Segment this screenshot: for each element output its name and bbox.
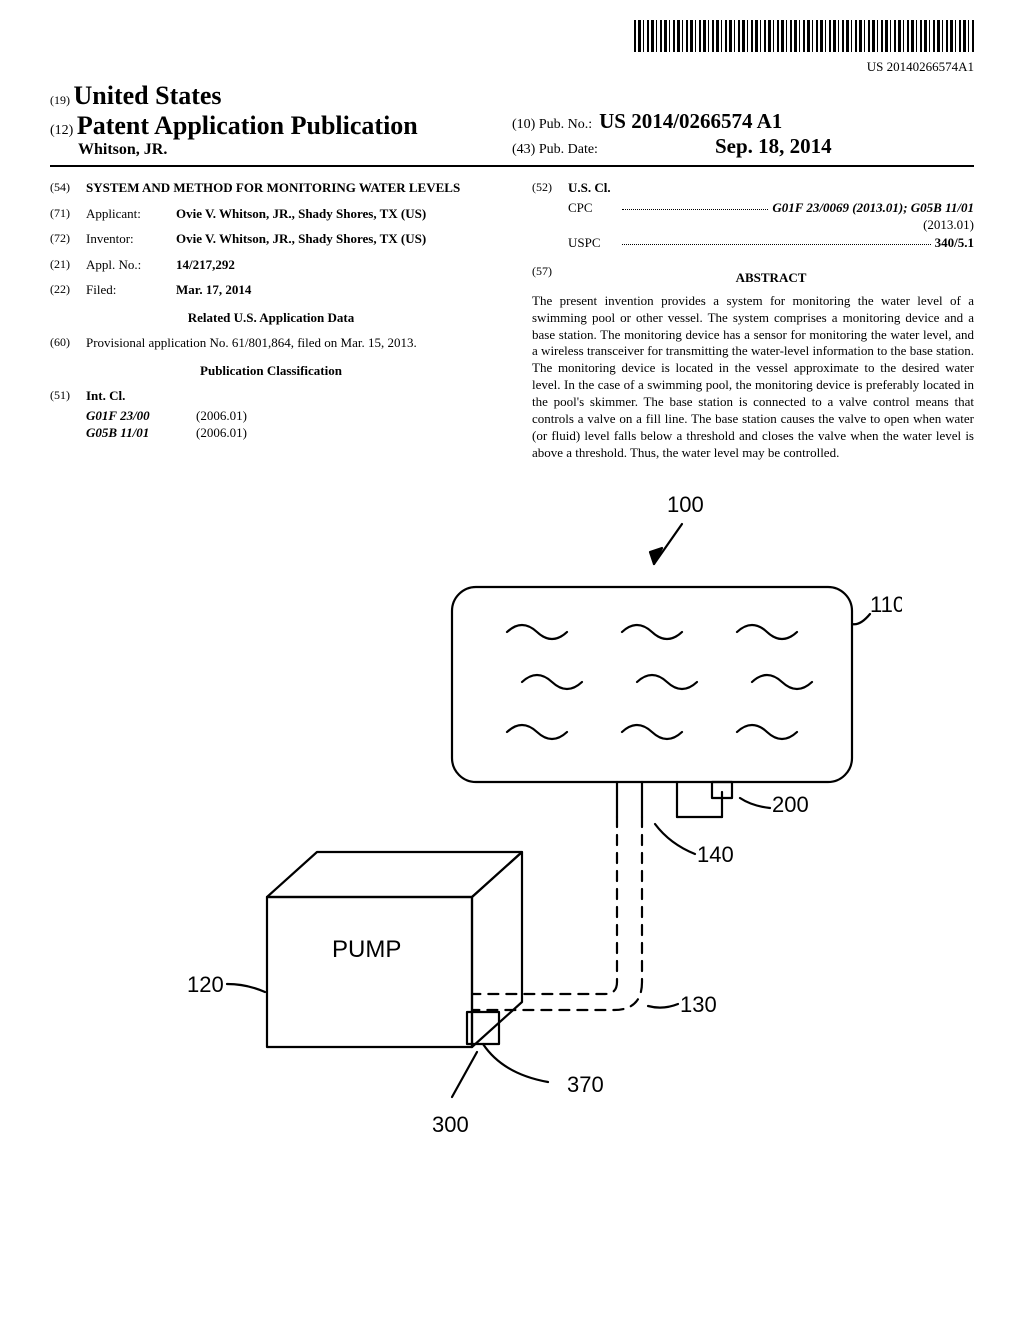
pubno-label: Pub. No.: [539, 117, 592, 132]
cpc-value-2: (2013.01) [568, 216, 974, 234]
figure-area: 100 110 200 140 [50, 482, 974, 1142]
pubno-code: (10) [512, 117, 535, 132]
inventor-value: Ovie V. Whitson, JR., Shady Shores, TX (… [176, 231, 426, 246]
abstract-text: The present invention provides a system … [532, 293, 974, 462]
applicant-code: (71) [50, 205, 86, 223]
divider [50, 165, 974, 167]
figure-svg: 100 110 200 140 [122, 482, 902, 1142]
abstract-head: ABSTRACT [568, 269, 974, 287]
filed-code: (22) [50, 281, 86, 299]
ref-130: 130 [680, 992, 717, 1017]
ref-140: 140 [697, 842, 734, 867]
uspc-value: 340/5.1 [935, 235, 974, 250]
filed-value: Mar. 17, 2014 [176, 282, 251, 297]
country-code: (19) [50, 93, 70, 107]
cpc-value: G01F 23/0069 (2013.01); G05B 11/01 [772, 200, 974, 215]
applno-value: 14/217,292 [176, 257, 235, 272]
intcl-ver-0: (2006.01) [196, 407, 247, 425]
ref-100: 100 [667, 492, 704, 517]
left-column: (54) SYSTEM AND METHOD FOR MONITORING WA… [50, 179, 492, 462]
author-name: Whitson, JR. [78, 141, 512, 159]
invention-title: SYSTEM AND METHOD FOR MONITORING WATER L… [86, 179, 492, 197]
bibliographic-columns: (54) SYSTEM AND METHOD FOR MONITORING WA… [50, 179, 974, 462]
applno-label: Appl. No.: [86, 256, 176, 274]
header-row: (19) United States (12) Patent Applicati… [50, 81, 974, 159]
country-name: United States [74, 81, 222, 110]
intcl-class-0: G01F 23/00 [86, 407, 196, 425]
abstract-code: (57) [532, 263, 568, 293]
ref-370: 370 [567, 1072, 604, 1097]
uscl-code: (52) [532, 179, 568, 197]
ref-110: 110 [870, 592, 902, 617]
intcl-class-1: G05B 11/01 [86, 424, 196, 442]
applicant-value: Ovie V. Whitson, JR., Shady Shores, TX (… [176, 206, 426, 221]
pool-waves [507, 625, 812, 739]
intcl-code: (51) [50, 387, 86, 405]
classification-head: Publication Classification [50, 362, 492, 380]
provisional-code: (60) [50, 334, 86, 352]
uspc-dots [622, 234, 931, 246]
title-code: (54) [50, 179, 86, 197]
intcl-label: Int. Cl. [86, 388, 125, 403]
uscl-label: U.S. Cl. [568, 180, 611, 195]
cpc-label: CPC [568, 199, 618, 217]
applicant-label: Applicant: [86, 205, 176, 223]
barcode-graphic [634, 20, 974, 52]
pubdate-code: (43) [512, 142, 535, 157]
related-data-head: Related U.S. Application Data [50, 309, 492, 327]
provisional-text: Provisional application No. 61/801,864, … [86, 334, 492, 352]
pubdate-label: Pub. Date: [539, 142, 598, 157]
barcode-number: US 20140266574A1 [50, 59, 974, 75]
inventor-label: Inventor: [86, 230, 176, 248]
pub-type-code: (12) [50, 123, 73, 138]
right-column: (52) U.S. Cl. CPC G01F 23/0069 (2013.01)… [532, 179, 974, 462]
uspc-label: USPC [568, 234, 618, 252]
filed-label: Filed: [86, 281, 176, 299]
pubno: US 2014/0266574 A1 [599, 109, 782, 133]
pump-label: PUMP [332, 936, 401, 963]
inventor-code: (72) [50, 230, 86, 248]
cpc-dots [622, 199, 768, 211]
intcl-ver-1: (2006.01) [196, 424, 247, 442]
pub-type: Patent Application Publication [77, 111, 418, 140]
ref-200: 200 [772, 792, 809, 817]
ref-300: 300 [432, 1112, 469, 1137]
barcode-area [50, 20, 974, 57]
applno-code: (21) [50, 256, 86, 274]
ref-120: 120 [187, 972, 224, 997]
pubdate: Sep. 18, 2014 [715, 134, 832, 158]
